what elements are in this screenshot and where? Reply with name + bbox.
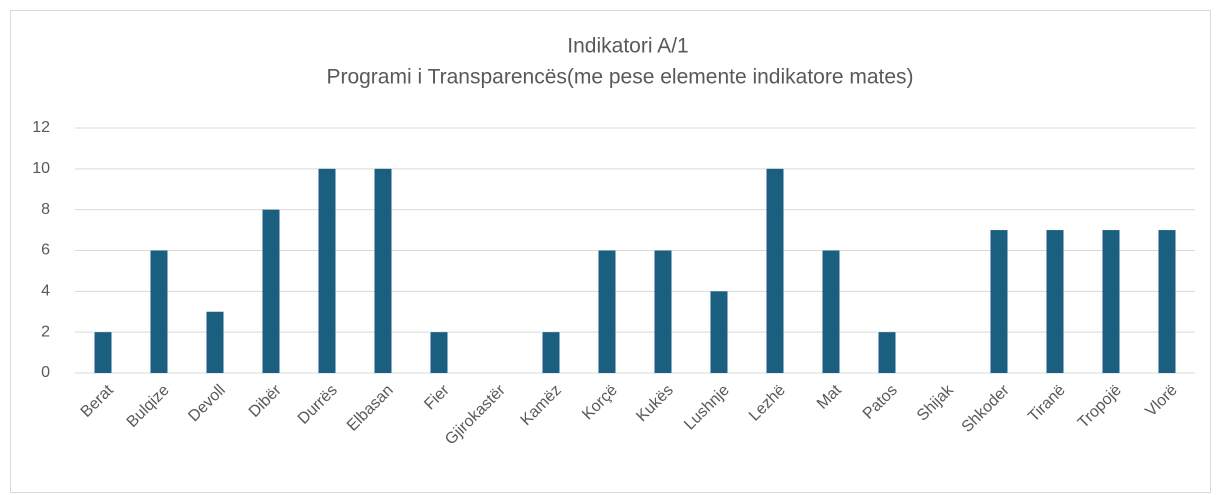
bar xyxy=(94,332,112,373)
bar xyxy=(822,250,840,373)
bar xyxy=(878,332,896,373)
bar xyxy=(710,291,728,373)
bar xyxy=(1158,230,1176,373)
bar xyxy=(318,168,336,373)
bar xyxy=(766,168,784,373)
bar xyxy=(542,332,560,373)
bar xyxy=(150,250,168,373)
chart-title: Indikatori A/1 xyxy=(567,35,688,58)
bar xyxy=(1102,230,1120,373)
bar xyxy=(1046,230,1064,373)
bar xyxy=(206,311,224,373)
y-tick-label: 4 xyxy=(41,283,50,300)
bar xyxy=(374,168,392,373)
bar xyxy=(654,250,672,373)
bar xyxy=(262,209,280,373)
y-tick-label: 10 xyxy=(32,160,50,177)
y-tick-label: 12 xyxy=(32,119,50,136)
bar xyxy=(990,230,1008,373)
bar xyxy=(430,332,448,373)
y-tick-label: 6 xyxy=(41,242,50,259)
y-tick-label: 0 xyxy=(41,364,50,381)
chart-subtitle: Programi i Transparencës(me pese element… xyxy=(326,66,913,89)
bar xyxy=(598,250,616,373)
y-tick-label: 8 xyxy=(41,201,50,218)
y-tick-label: 2 xyxy=(41,323,50,340)
